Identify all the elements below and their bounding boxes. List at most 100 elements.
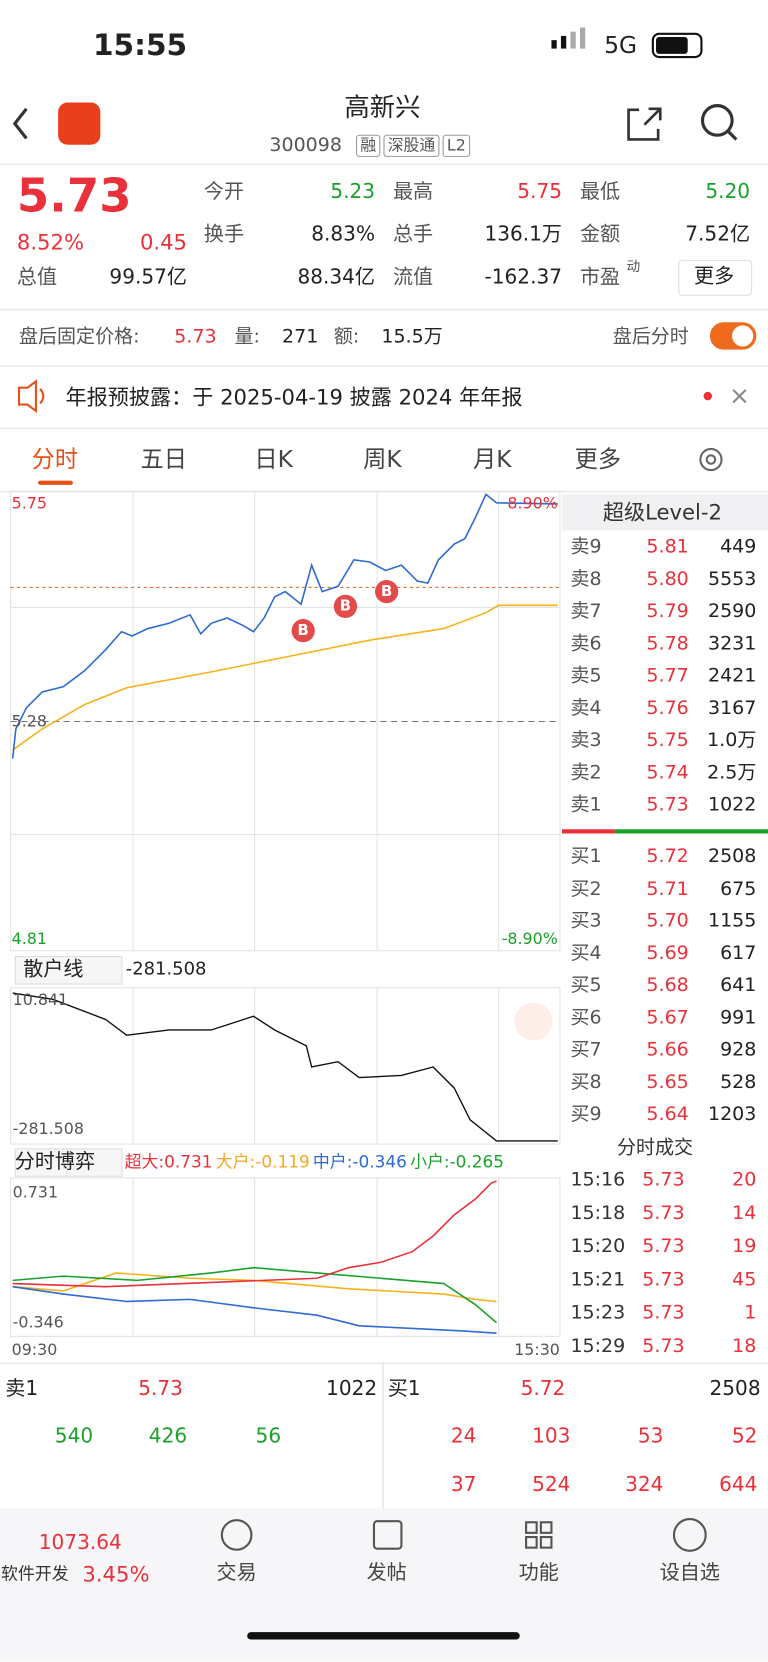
label: 5.73 bbox=[642, 1335, 685, 1358]
label: 18 bbox=[732, 1335, 757, 1358]
nav-item[interactable]: 设自选 bbox=[659, 1560, 720, 1585]
stock-tag: L2 bbox=[442, 134, 471, 157]
label: 软件开发 bbox=[1, 1563, 69, 1584]
level2-header-bg bbox=[562, 494, 768, 531]
more-button-text[interactable]: 更多 bbox=[694, 264, 735, 288]
label: 15:18 bbox=[570, 1201, 626, 1224]
divider bbox=[0, 1362, 768, 1364]
label: 5.77 bbox=[646, 664, 689, 687]
label: -281.508 bbox=[125, 958, 207, 980]
label: 5.80 bbox=[646, 567, 689, 590]
label: 买6 bbox=[570, 1006, 602, 1029]
label[interactable]: 散户线 bbox=[23, 957, 84, 981]
label: 5.76 bbox=[646, 696, 689, 719]
label: 675 bbox=[720, 877, 757, 900]
tab[interactable]: 月K bbox=[473, 446, 512, 474]
label: 324 bbox=[625, 1473, 664, 1497]
status-network: 5G bbox=[604, 32, 638, 60]
tab[interactable]: 分时 bbox=[31, 446, 79, 474]
label: 5.74 bbox=[646, 761, 689, 784]
label: 5.71 bbox=[646, 877, 689, 900]
label: 卖7 bbox=[570, 600, 602, 623]
label: 1022 bbox=[326, 1377, 378, 1401]
label: 5.73 bbox=[642, 1168, 685, 1191]
change-pct: 8.52% bbox=[16, 229, 85, 255]
divider bbox=[0, 365, 768, 367]
label: -281.508 bbox=[12, 1119, 84, 1139]
selector-box[interactable] bbox=[14, 956, 123, 985]
ratio-bar bbox=[562, 829, 615, 834]
tab[interactable]: 五日 bbox=[140, 446, 187, 474]
label: -0.346 bbox=[12, 1312, 64, 1332]
field-label: 总手 bbox=[392, 222, 434, 246]
field-label: 金额 bbox=[579, 222, 621, 246]
label: 1022 bbox=[707, 793, 757, 816]
label: 528 bbox=[720, 1070, 757, 1093]
tab[interactable]: 更多 bbox=[574, 446, 622, 474]
divider bbox=[382, 1362, 384, 1509]
selector-box[interactable] bbox=[14, 1148, 123, 1177]
divider bbox=[0, 427, 768, 429]
label: 卖1 bbox=[5, 1377, 39, 1401]
label: 2.5万 bbox=[707, 761, 757, 784]
nav-item[interactable]: 交易 bbox=[216, 1560, 257, 1585]
label: 1.0万 bbox=[707, 728, 757, 752]
label: 买5 bbox=[570, 974, 602, 997]
label: 449 bbox=[720, 535, 757, 558]
label: 1203 bbox=[707, 1102, 757, 1126]
label: 分时成交 bbox=[616, 1136, 693, 1159]
stock-name: 高新兴 bbox=[344, 92, 421, 123]
label: 卖6 bbox=[570, 632, 602, 655]
nav-item[interactable]: 功能 bbox=[518, 1560, 559, 1585]
label: 4.81 bbox=[11, 929, 47, 949]
label: 0.731 bbox=[12, 1182, 59, 1202]
label: 5.73 bbox=[138, 1377, 183, 1401]
label: 卖9 bbox=[570, 535, 602, 558]
label: 买9 bbox=[570, 1102, 602, 1126]
label: 5553 bbox=[707, 567, 757, 590]
label: 2421 bbox=[707, 664, 757, 687]
label: 5.67 bbox=[646, 1006, 689, 1029]
label: 524 bbox=[532, 1473, 571, 1497]
label: 2508 bbox=[709, 1377, 761, 1401]
tab[interactable]: 日K bbox=[254, 446, 293, 474]
label: 37 bbox=[450, 1473, 477, 1497]
notice-text[interactable]: 年报预披露：于 2025-04-19 披露 2024 年年报 bbox=[65, 384, 523, 410]
label: 3.45% bbox=[82, 1561, 150, 1587]
label: 买2 bbox=[570, 877, 602, 900]
label: 5.72 bbox=[646, 845, 689, 868]
label: 卖4 bbox=[570, 696, 602, 719]
label: 45 bbox=[732, 1268, 757, 1291]
nav-item[interactable]: 发帖 bbox=[366, 1560, 407, 1585]
tab[interactable]: 周K bbox=[363, 446, 402, 474]
field-value: 5.20 bbox=[705, 180, 751, 204]
field-sup: 动 bbox=[626, 259, 641, 276]
label: 小户:-0.265 bbox=[410, 1151, 505, 1172]
label[interactable]: 分时博弈 bbox=[14, 1149, 96, 1174]
label: 中户:-0.346 bbox=[312, 1151, 407, 1172]
label: 5.73 bbox=[174, 325, 217, 348]
field-value: 8.83% bbox=[311, 222, 376, 246]
label: 3231 bbox=[707, 632, 757, 655]
label: 5.73 bbox=[642, 1301, 685, 1325]
label[interactable]: 1073.64 bbox=[38, 1531, 122, 1555]
toggle[interactable] bbox=[709, 322, 757, 350]
label: 5.70 bbox=[646, 909, 689, 932]
label: 大户:-0.119 bbox=[215, 1151, 310, 1172]
change: 0.45 bbox=[139, 229, 187, 255]
label: 5.72 bbox=[520, 1377, 566, 1401]
label: 271 bbox=[282, 325, 319, 348]
label: 644 bbox=[719, 1473, 758, 1497]
buy-marker: B bbox=[375, 579, 399, 604]
tab-indicator bbox=[38, 480, 73, 485]
label: 5.79 bbox=[646, 600, 689, 623]
field-value: 7.52亿 bbox=[685, 222, 751, 246]
label: 2590 bbox=[707, 600, 757, 623]
more-button[interactable] bbox=[678, 259, 753, 296]
label: 5.69 bbox=[646, 941, 689, 964]
label: 买3 bbox=[570, 909, 602, 932]
label: 5.65 bbox=[646, 1070, 689, 1093]
buy-marker: B bbox=[333, 594, 358, 618]
label: 买7 bbox=[570, 1038, 602, 1061]
